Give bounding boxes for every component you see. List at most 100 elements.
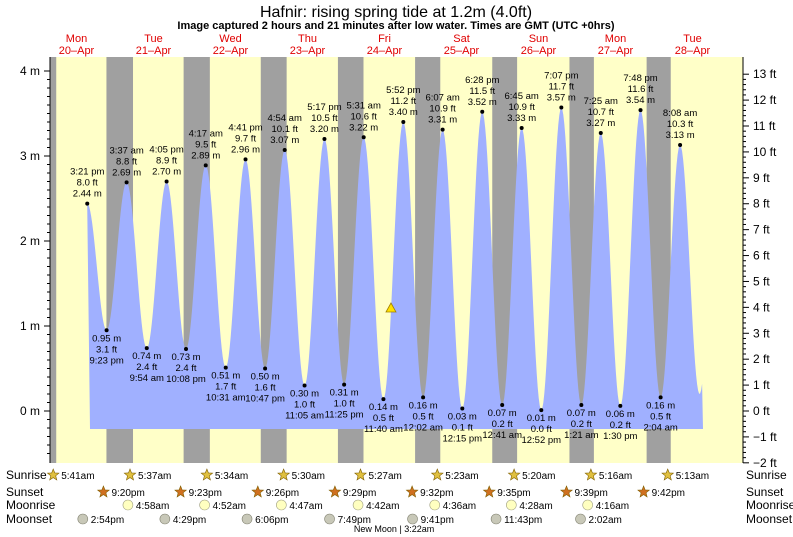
right-tick-label: 8 ft	[753, 197, 770, 211]
day-label-dow: Tue	[683, 33, 702, 45]
tide-m-label: 0.03 m	[448, 411, 477, 422]
day-label-date: 24–Apr	[367, 45, 403, 57]
tide-time-label: 2:04 am	[643, 422, 677, 433]
tide-ft-label: 0.1 ft	[452, 422, 473, 433]
tide-point	[460, 406, 465, 411]
tide-point	[184, 346, 189, 351]
day-label-date: 28–Apr	[675, 45, 711, 57]
tide-curve	[87, 107, 703, 429]
right-tick-label: 13 ft	[753, 67, 777, 81]
tide-m-label: 3.27 m	[586, 118, 615, 129]
moonset-icon	[241, 513, 253, 525]
right-tick-label: 2 ft	[753, 352, 770, 366]
tide-m-label: 0.07 m	[567, 408, 596, 419]
sunset-row-label-right: Sunset	[746, 485, 784, 499]
tide-m-label: 2.70 m	[152, 167, 181, 178]
sunset-icon	[482, 485, 496, 498]
tide-m-label: 0.07 m	[488, 408, 517, 419]
sunrise-time: 5:20am	[522, 471, 555, 482]
tide-m-label: 3.31 m	[428, 115, 457, 126]
tide-ft-label: 3.1 ft	[96, 344, 117, 355]
moonrise-icon	[199, 499, 210, 511]
sunset-time: 9:29pm	[343, 488, 376, 499]
tide-time-label: 7:07 pm	[544, 71, 578, 82]
tide-time-label: 6:07 am	[425, 93, 459, 104]
moonrise-icon	[122, 499, 134, 511]
tide-m-label: 0.30 m	[290, 389, 319, 400]
moonrise-row-label: Moonrise	[6, 498, 56, 512]
right-tick-label: 3 ft	[753, 326, 770, 340]
tide-m-label: 0.51 m	[211, 371, 240, 382]
moonset-time: 2:54pm	[91, 515, 124, 526]
tide-ft-label: 8.9 ft	[156, 156, 177, 167]
tide-m-label: 0.06 m	[606, 409, 635, 420]
tide-point	[500, 403, 505, 408]
tide-m-label: 3.52 m	[468, 97, 497, 108]
day-label-dow: Mon	[605, 33, 626, 45]
tide-m-label: 0.74 m	[132, 351, 161, 362]
sunset-icon	[251, 485, 265, 498]
sunset-time: 9:35pm	[497, 488, 530, 499]
right-tick-label: 1 ft	[753, 378, 770, 392]
tide-ft-label: 10.9 ft	[429, 104, 456, 115]
left-tick-label: 1 m	[20, 319, 40, 333]
tide-time-label: 11:25 pm	[325, 410, 364, 421]
tide-ft-label: 0.0 ft	[531, 424, 552, 435]
moonrise-icon	[506, 499, 517, 511]
tide-point	[104, 328, 109, 333]
sunrise-icon	[200, 468, 214, 481]
sunset-time: 9:32pm	[420, 488, 453, 499]
tide-ft-label: 10.9 ft	[508, 102, 535, 113]
sunrise-row-label-right: Sunrise	[746, 468, 787, 482]
tide-m-label: 3.40 m	[389, 107, 418, 118]
tide-ft-label: 10.7 ft	[588, 107, 615, 118]
right-tick-label: −1 ft	[753, 430, 777, 444]
right-tick-label: 9 ft	[753, 171, 770, 185]
tide-ft-label: 2.4 ft	[175, 363, 196, 374]
chart-subtitle: Image captured 2 hours and 21 minutes af…	[177, 20, 615, 32]
tide-ft-label: 0.5 ft	[373, 413, 394, 424]
tide-ft-label: 9.5 ft	[195, 139, 216, 150]
moonset-icon	[575, 513, 586, 525]
tide-time-label: 12:52 pm	[521, 435, 561, 446]
sunset-time: 9:42pm	[652, 488, 685, 499]
moonrise-row-label-right: Moonrise	[746, 498, 793, 512]
tide-point	[282, 148, 287, 153]
left-tick-label: 3 m	[20, 149, 40, 163]
tide-m-label: 0.01 m	[527, 413, 556, 424]
tide-labels: 3:21 pm8.0 ft2.44 m 0.95 m3.1 ft9:23 pm 3:…	[70, 71, 697, 447]
sunset-time: 9:39pm	[574, 488, 607, 499]
tide-area	[87, 107, 703, 429]
moonrise-time: 4:47am	[289, 501, 322, 512]
tide-m-label: 2.96 m	[231, 144, 260, 155]
moonset-row-label-right: Moonset	[746, 512, 793, 526]
tide-m-label: 0.14 m	[369, 402, 398, 413]
day-label-dow: Sat	[453, 33, 470, 45]
tide-time-label: 10:47 pm	[245, 394, 285, 405]
day-label-dow: Mon	[66, 33, 87, 45]
tide-time-label: 12:41 am	[482, 430, 522, 441]
day-label-date: 22–Apr	[213, 45, 249, 57]
tide-time-label: 9:23 pm	[89, 355, 123, 366]
moonset-icon	[490, 513, 502, 525]
tide-ft-label: 11.5 ft	[469, 86, 495, 97]
tide-m-label: 3.57 m	[547, 93, 576, 104]
tide-time-label: 6:28 pm	[465, 75, 499, 86]
tide-m-label: 3.20 m	[310, 124, 339, 135]
moonset-icon	[407, 513, 418, 525]
moonrise-icon	[352, 499, 364, 511]
tide-point	[440, 127, 445, 132]
tide-ft-label: 10.6 ft	[350, 111, 377, 122]
right-tick-label: 7 ft	[753, 223, 770, 237]
tide-m-label: 2.44 m	[73, 189, 102, 200]
right-tick-label: 4 ft	[753, 300, 770, 314]
right-tick-label: −2 ft	[753, 456, 777, 470]
sunset-icon	[174, 485, 188, 498]
sunrise-icon	[584, 468, 598, 481]
sunrise-icon	[46, 468, 60, 481]
moonset-time: 7:49pm	[338, 515, 371, 526]
moonset-time: 6:06pm	[255, 515, 288, 526]
sunset-icon	[328, 485, 342, 498]
tide-point	[342, 382, 347, 387]
tide-point	[559, 105, 564, 110]
